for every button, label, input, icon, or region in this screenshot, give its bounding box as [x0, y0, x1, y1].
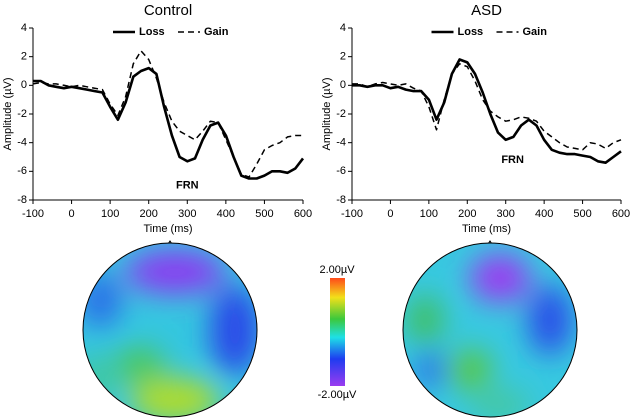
x-tick-label: 500: [573, 208, 591, 220]
x-tick-label: 200: [458, 208, 476, 220]
topomap-asd: [402, 240, 578, 418]
x-tick-label: 400: [535, 208, 553, 220]
y-tick-label: 2: [21, 51, 27, 63]
y-tick-label: 4: [340, 22, 346, 34]
x-axis-label: Time (ms): [143, 223, 192, 235]
y-tick-label: -2: [336, 108, 346, 120]
x-tick-label: 500: [255, 208, 273, 220]
x-tick-label: 300: [497, 208, 515, 220]
topomap-control: [82, 240, 258, 418]
chart-title: ASD: [471, 2, 502, 19]
annotation: FRN: [501, 154, 524, 166]
y-tick-label: 4: [21, 22, 27, 34]
x-axis-label: Time (ms): [462, 223, 511, 235]
x-tick-label: -100: [341, 208, 363, 220]
y-axis-label: Amplitude (µV): [2, 78, 14, 151]
x-tick-label: 400: [217, 208, 235, 220]
colorbar: [330, 278, 345, 386]
annotation: FRN: [176, 180, 199, 192]
x-tick-label: 600: [294, 208, 312, 220]
series-line: [352, 63, 622, 151]
y-tick-label: -8: [17, 194, 27, 206]
x-tick-label: -100: [22, 208, 44, 220]
y-tick-label: -6: [336, 165, 346, 177]
x-tick-label: 100: [420, 208, 438, 220]
x-tick-label: 0: [387, 208, 393, 220]
legend-label: Gain: [523, 26, 548, 38]
y-tick-label: -8: [336, 194, 346, 206]
colorbar-max: 2.00µV: [319, 264, 355, 276]
x-tick-label: 0: [69, 208, 75, 220]
x-tick-label: 600: [612, 208, 630, 220]
series-line: [33, 66, 305, 180]
y-tick-label: -2: [17, 108, 27, 120]
series-line: [32, 50, 303, 178]
chart-title: Control: [144, 2, 192, 19]
x-tick-label: 300: [178, 208, 196, 220]
legend-label: Gain: [204, 26, 229, 38]
x-tick-label: 200: [140, 208, 158, 220]
legend-label: Loss: [458, 26, 484, 38]
y-axis-label: Amplitude (µV): [321, 78, 333, 151]
series-line: [352, 58, 622, 164]
y-tick-label: -4: [17, 137, 27, 149]
y-tick-label: 0: [21, 79, 27, 91]
y-tick-label: -6: [17, 165, 27, 177]
y-tick-label: 2: [340, 51, 346, 63]
colorbar-min: -2.00µV: [318, 389, 357, 401]
y-tick-label: 0: [340, 79, 346, 91]
x-tick-label: 100: [101, 208, 119, 220]
legend-label: Loss: [139, 26, 165, 38]
y-tick-label: -4: [336, 137, 346, 149]
